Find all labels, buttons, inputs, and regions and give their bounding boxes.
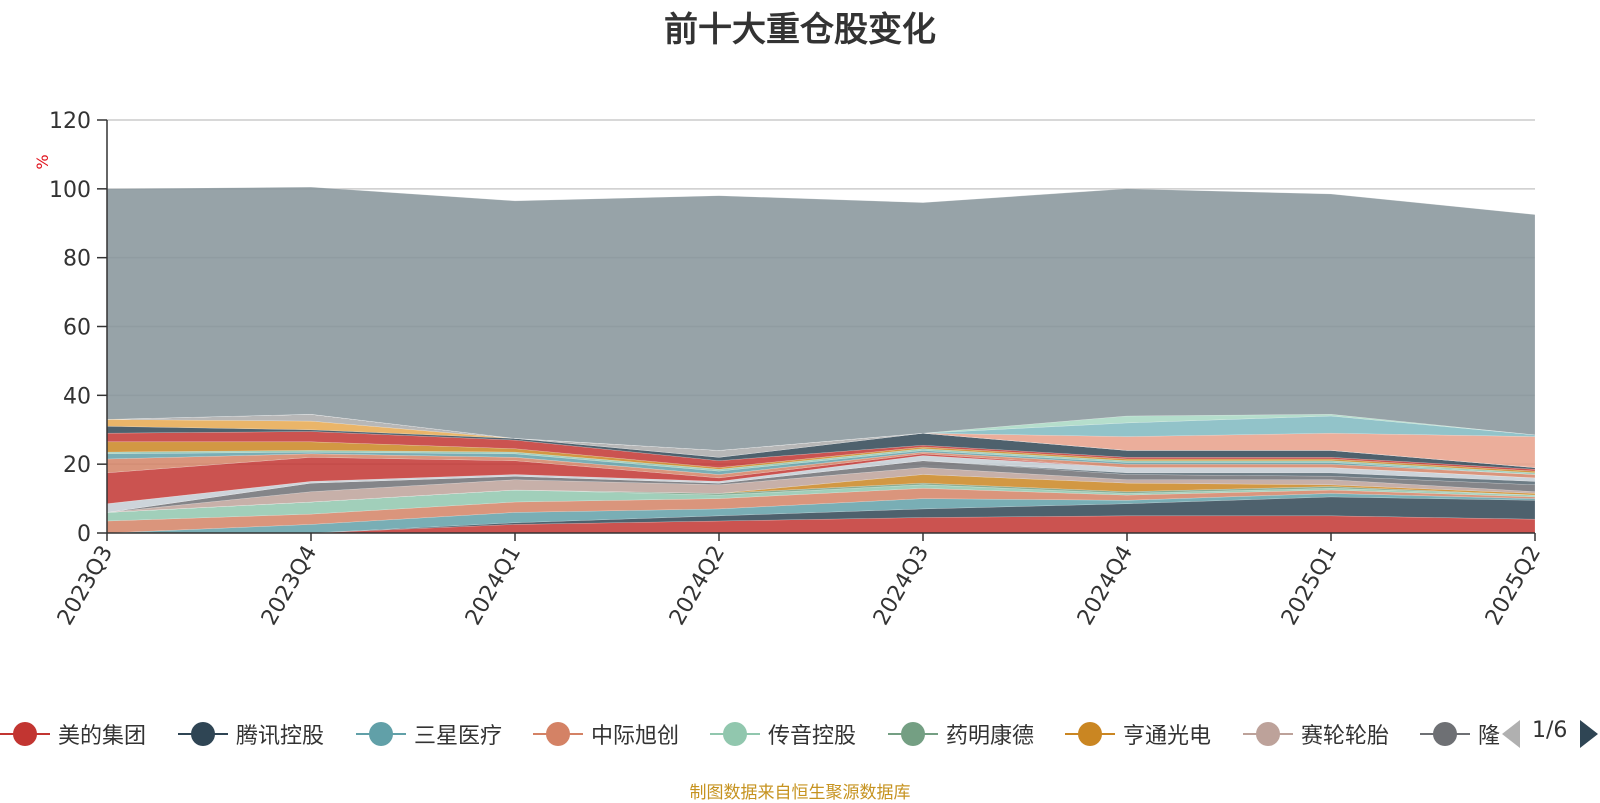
legend-dot <box>1433 722 1457 746</box>
legend-item[interactable]: 中际旭创 <box>533 714 679 754</box>
legend-label: 中际旭创 <box>591 724 680 749</box>
y-axis-unit-label: % <box>33 154 52 169</box>
x-tick-label: 2024Q3 <box>869 542 934 630</box>
x-tick-label: 2023Q4 <box>257 542 322 630</box>
y-tick-label: 40 <box>63 384 91 409</box>
legend-label: 传音控股 <box>768 724 857 749</box>
legend-marker-icon <box>888 721 938 747</box>
area-series-其他1 <box>106 455 1536 513</box>
legend-label: 腾讯控股 <box>236 724 325 749</box>
legend-label: 药明康德 <box>946 724 1035 749</box>
y-tick-label: 20 <box>63 453 91 478</box>
legend-marker-icon <box>356 721 406 747</box>
legend-dot <box>369 722 393 746</box>
area-series <box>106 186 1536 534</box>
area-series-其他8 <box>106 426 1536 470</box>
legend-marker-icon <box>1065 721 1115 747</box>
y-tick-label: 60 <box>63 316 91 341</box>
area-series-其他 <box>106 186 1536 451</box>
area-series-亨通光电 <box>106 474 1536 513</box>
stacked-area-chart: 0 20 40 60 80 100 120 2023Q3 2023Q4 2024Q1 2024Q2 2… <box>33 109 1546 630</box>
legend-item[interactable]: 亨通光电 <box>1065 714 1211 754</box>
legend-label: 隆基绿能 <box>1478 724 1500 749</box>
legend-label: 美的集团 <box>58 724 147 749</box>
legend-pager: 1/6 <box>1500 718 1600 750</box>
legend-marker-icon <box>178 721 228 747</box>
data-source-note: 制图数据来自恒生聚源数据库 <box>689 783 911 803</box>
prev-page-icon[interactable] <box>1502 720 1520 748</box>
legend-label: 三星医疗 <box>414 724 503 749</box>
legend-item[interactable]: 腾讯控股 <box>178 714 324 754</box>
y-tick-label: 100 <box>49 178 91 203</box>
legend-marker-icon <box>1243 721 1293 747</box>
legend-marker-icon <box>533 721 583 747</box>
x-tick-label: 2024Q2 <box>665 542 730 630</box>
legend-item[interactable]: 传音控股 <box>710 714 856 754</box>
x-tick-label: 2024Q1 <box>461 542 526 630</box>
legend-item[interactable]: 美的集团 <box>0 714 146 754</box>
x-tick-label: 2025Q2 <box>1481 542 1546 630</box>
y-tick-label: 0 <box>77 522 91 547</box>
legend-label: 赛轮轮胎 <box>1301 724 1390 749</box>
x-tick-label: 2023Q3 <box>53 542 118 630</box>
legend-item[interactable]: 三星医疗 <box>356 714 502 754</box>
y-tick-label: 80 <box>63 247 91 272</box>
chart-title: 前十大重仓股变化 <box>664 10 936 50</box>
legend-marker-icon <box>1420 721 1470 747</box>
legend-label: 亨通光电 <box>1123 724 1212 749</box>
x-tick-label: 2024Q4 <box>1073 542 1138 630</box>
area-series-其他5 <box>106 448 1536 475</box>
area-series-其他4 <box>106 450 1536 475</box>
y-tick-label: 120 <box>49 109 91 134</box>
legend-item[interactable]: 隆基绿能 <box>1420 714 1500 754</box>
legend-marker-icon <box>0 721 50 747</box>
legend-dot <box>1256 722 1280 746</box>
legend-dot <box>13 722 37 746</box>
legend-marker-icon <box>710 721 760 747</box>
legend-dot <box>546 722 570 746</box>
legend-dot <box>901 722 925 746</box>
legend-item[interactable]: 赛轮轮胎 <box>1243 714 1389 754</box>
legend-dot <box>723 722 747 746</box>
x-tick-label: 2025Q1 <box>1277 542 1342 630</box>
legend-page-indicator: 1/6 <box>1532 718 1568 743</box>
legend-item[interactable]: 药明康德 <box>888 714 1034 754</box>
legend-dot <box>1078 722 1102 746</box>
next-page-icon[interactable] <box>1580 720 1598 748</box>
chart-legend: 美的集团 腾讯控股 三星医疗 中际旭创 传音控股 药明康德 亨通光电 赛轮轮胎 隆基绿能 <box>0 714 1500 754</box>
legend-dot <box>191 722 215 746</box>
